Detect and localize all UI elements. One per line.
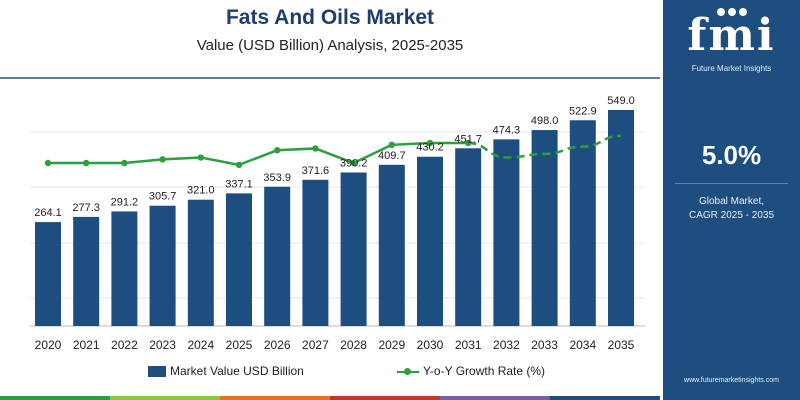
logo-subtitle: Future Market Insights (691, 64, 772, 73)
bar-series (35, 110, 634, 326)
bar-value-label-2026: 353.9 (263, 172, 291, 184)
cagr-label-line-1: Global Market, (698, 196, 765, 207)
x-tick-2027: 2027 (302, 338, 329, 352)
bar-2028 (340, 172, 367, 326)
bottom-bar-segment (330, 396, 440, 400)
bottom-bar-segment (550, 396, 660, 400)
x-tick-2030: 2030 (417, 338, 444, 352)
bar-2025 (226, 193, 252, 326)
x-tick-2022: 2022 (111, 338, 138, 352)
website-url[interactable]: www.futuremarketinsights.com (684, 377, 779, 384)
chart-title: Fats And Oils Market (225, 6, 435, 29)
bar-value-label-2029: 409.7 (378, 150, 406, 162)
bar-value-label-2025: 337.1 (225, 178, 253, 190)
bar-value-label-2032: 474.3 (493, 124, 521, 136)
growth-point-2020 (44, 159, 52, 167)
bar-2030 (417, 156, 443, 326)
x-tick-2021: 2021 (73, 338, 100, 352)
x-tick-2032: 2032 (493, 338, 520, 352)
logo-people-icon (717, 8, 747, 16)
bottom-bar-segment (0, 396, 110, 400)
growth-line-series (44, 134, 622, 169)
bar-2026 (264, 186, 291, 326)
cagr-value: 5.0% (701, 140, 762, 170)
bar-value-label-2020: 264.1 (34, 207, 62, 219)
x-tick-2025: 2025 (226, 338, 253, 352)
bar-value-label-2028: 390.2 (340, 157, 368, 169)
cagr-divider (675, 183, 788, 184)
bar-2032 (493, 139, 520, 326)
bar-value-label-2034: 522.9 (569, 105, 597, 117)
x-tick-2020: 2020 (35, 338, 62, 352)
data-labels: 264.1 277.3 291.2 305.7 321.0 337.1 353.9 371.6… (34, 95, 635, 219)
growth-point-2026 (274, 147, 281, 154)
legend-label-market-value: Market Value USD Billion (170, 364, 304, 378)
x-tick-2033: 2033 (531, 338, 558, 352)
bar-2027 (302, 179, 329, 326)
bottom-color-bar (0, 396, 660, 400)
growth-point-2023 (159, 156, 166, 163)
growth-point-2031 (465, 139, 472, 147)
bar-2022 (111, 211, 138, 326)
x-tick-2026: 2026 (264, 338, 291, 352)
growth-point-2030 (426, 139, 434, 147)
x-tick-2034: 2034 (569, 338, 596, 352)
x-tick-2029: 2029 (378, 338, 405, 352)
bottom-bar-segment (110, 396, 220, 400)
x-tick-2031: 2031 (455, 338, 482, 352)
bottom-bar-segment (220, 396, 330, 400)
x-axis-ticks: 2020 2021 2022 2023 2024 2025 2026 2027 2028 2029… (35, 338, 635, 352)
growth-line-projected (468, 134, 622, 159)
bar-value-label-2022: 291.2 (111, 196, 139, 208)
bar-2035 (608, 110, 634, 326)
legend: Market Value USD Billion Y-o-Y Growth Ra… (0, 364, 660, 382)
bar-2024 (187, 199, 214, 326)
bar-2031 (455, 148, 482, 326)
fmi-logo: fmi Future Market Insights (677, 8, 786, 74)
x-tick-2024: 2024 (187, 338, 214, 352)
chart-area: 264.1 277.3 291.2 305.7 321.0 337.1 353.9 371.6… (0, 77, 660, 352)
bar-2021 (73, 216, 100, 326)
legend-item-growth-rate: Y-o-Y Growth Rate (%) (397, 364, 545, 378)
legend-bar-swatch (148, 365, 166, 377)
bar-value-label-2027: 371.6 (302, 165, 330, 177)
bar-2034 (569, 120, 596, 326)
cagr-label-line-2: CAGR 2025 - 2035 (688, 210, 775, 221)
growth-point-2025 (235, 161, 243, 169)
legend-label-growth-rate: Y-o-Y Growth Rate (%) (423, 364, 546, 378)
growth-point-2027 (312, 145, 319, 152)
bar-2023 (149, 205, 176, 326)
growth-point-2022 (121, 159, 128, 167)
bar-2029 (378, 164, 405, 326)
bar-2020 (35, 222, 61, 326)
bar-value-label-2033: 498.0 (531, 115, 559, 127)
growth-point-2028 (350, 159, 357, 167)
legend-item-market-value: Market Value USD Billion (148, 364, 304, 378)
x-tick-2035: 2035 (608, 338, 635, 352)
bar-value-label-2031: 451.7 (454, 133, 482, 145)
x-tick-2023: 2023 (149, 338, 176, 352)
bar-value-label-2023: 305.7 (149, 191, 177, 203)
bar-value-label-2024: 321.0 (187, 185, 215, 197)
growth-point-2024 (197, 154, 204, 161)
bottom-bar-segment (440, 396, 550, 400)
x-tick-2028: 2028 (340, 338, 367, 352)
growth-point-2029 (388, 141, 395, 148)
growth-point-2021 (83, 159, 90, 167)
legend-line-swatch (397, 366, 419, 377)
logo-text: fmi (687, 10, 776, 61)
bar-value-label-2030: 430.2 (416, 142, 444, 154)
chart-subtitle: Value (USD Billion) Analysis, 2025-2035 (196, 37, 464, 54)
bar-value-label-2035: 549.0 (607, 95, 635, 107)
bar-value-label-2021: 277.3 (72, 202, 100, 214)
side-panel: fmi Future Market Insights 5.0% Global M… (663, 0, 800, 400)
bar-2033 (531, 130, 558, 326)
growth-line-solid (48, 141, 469, 167)
